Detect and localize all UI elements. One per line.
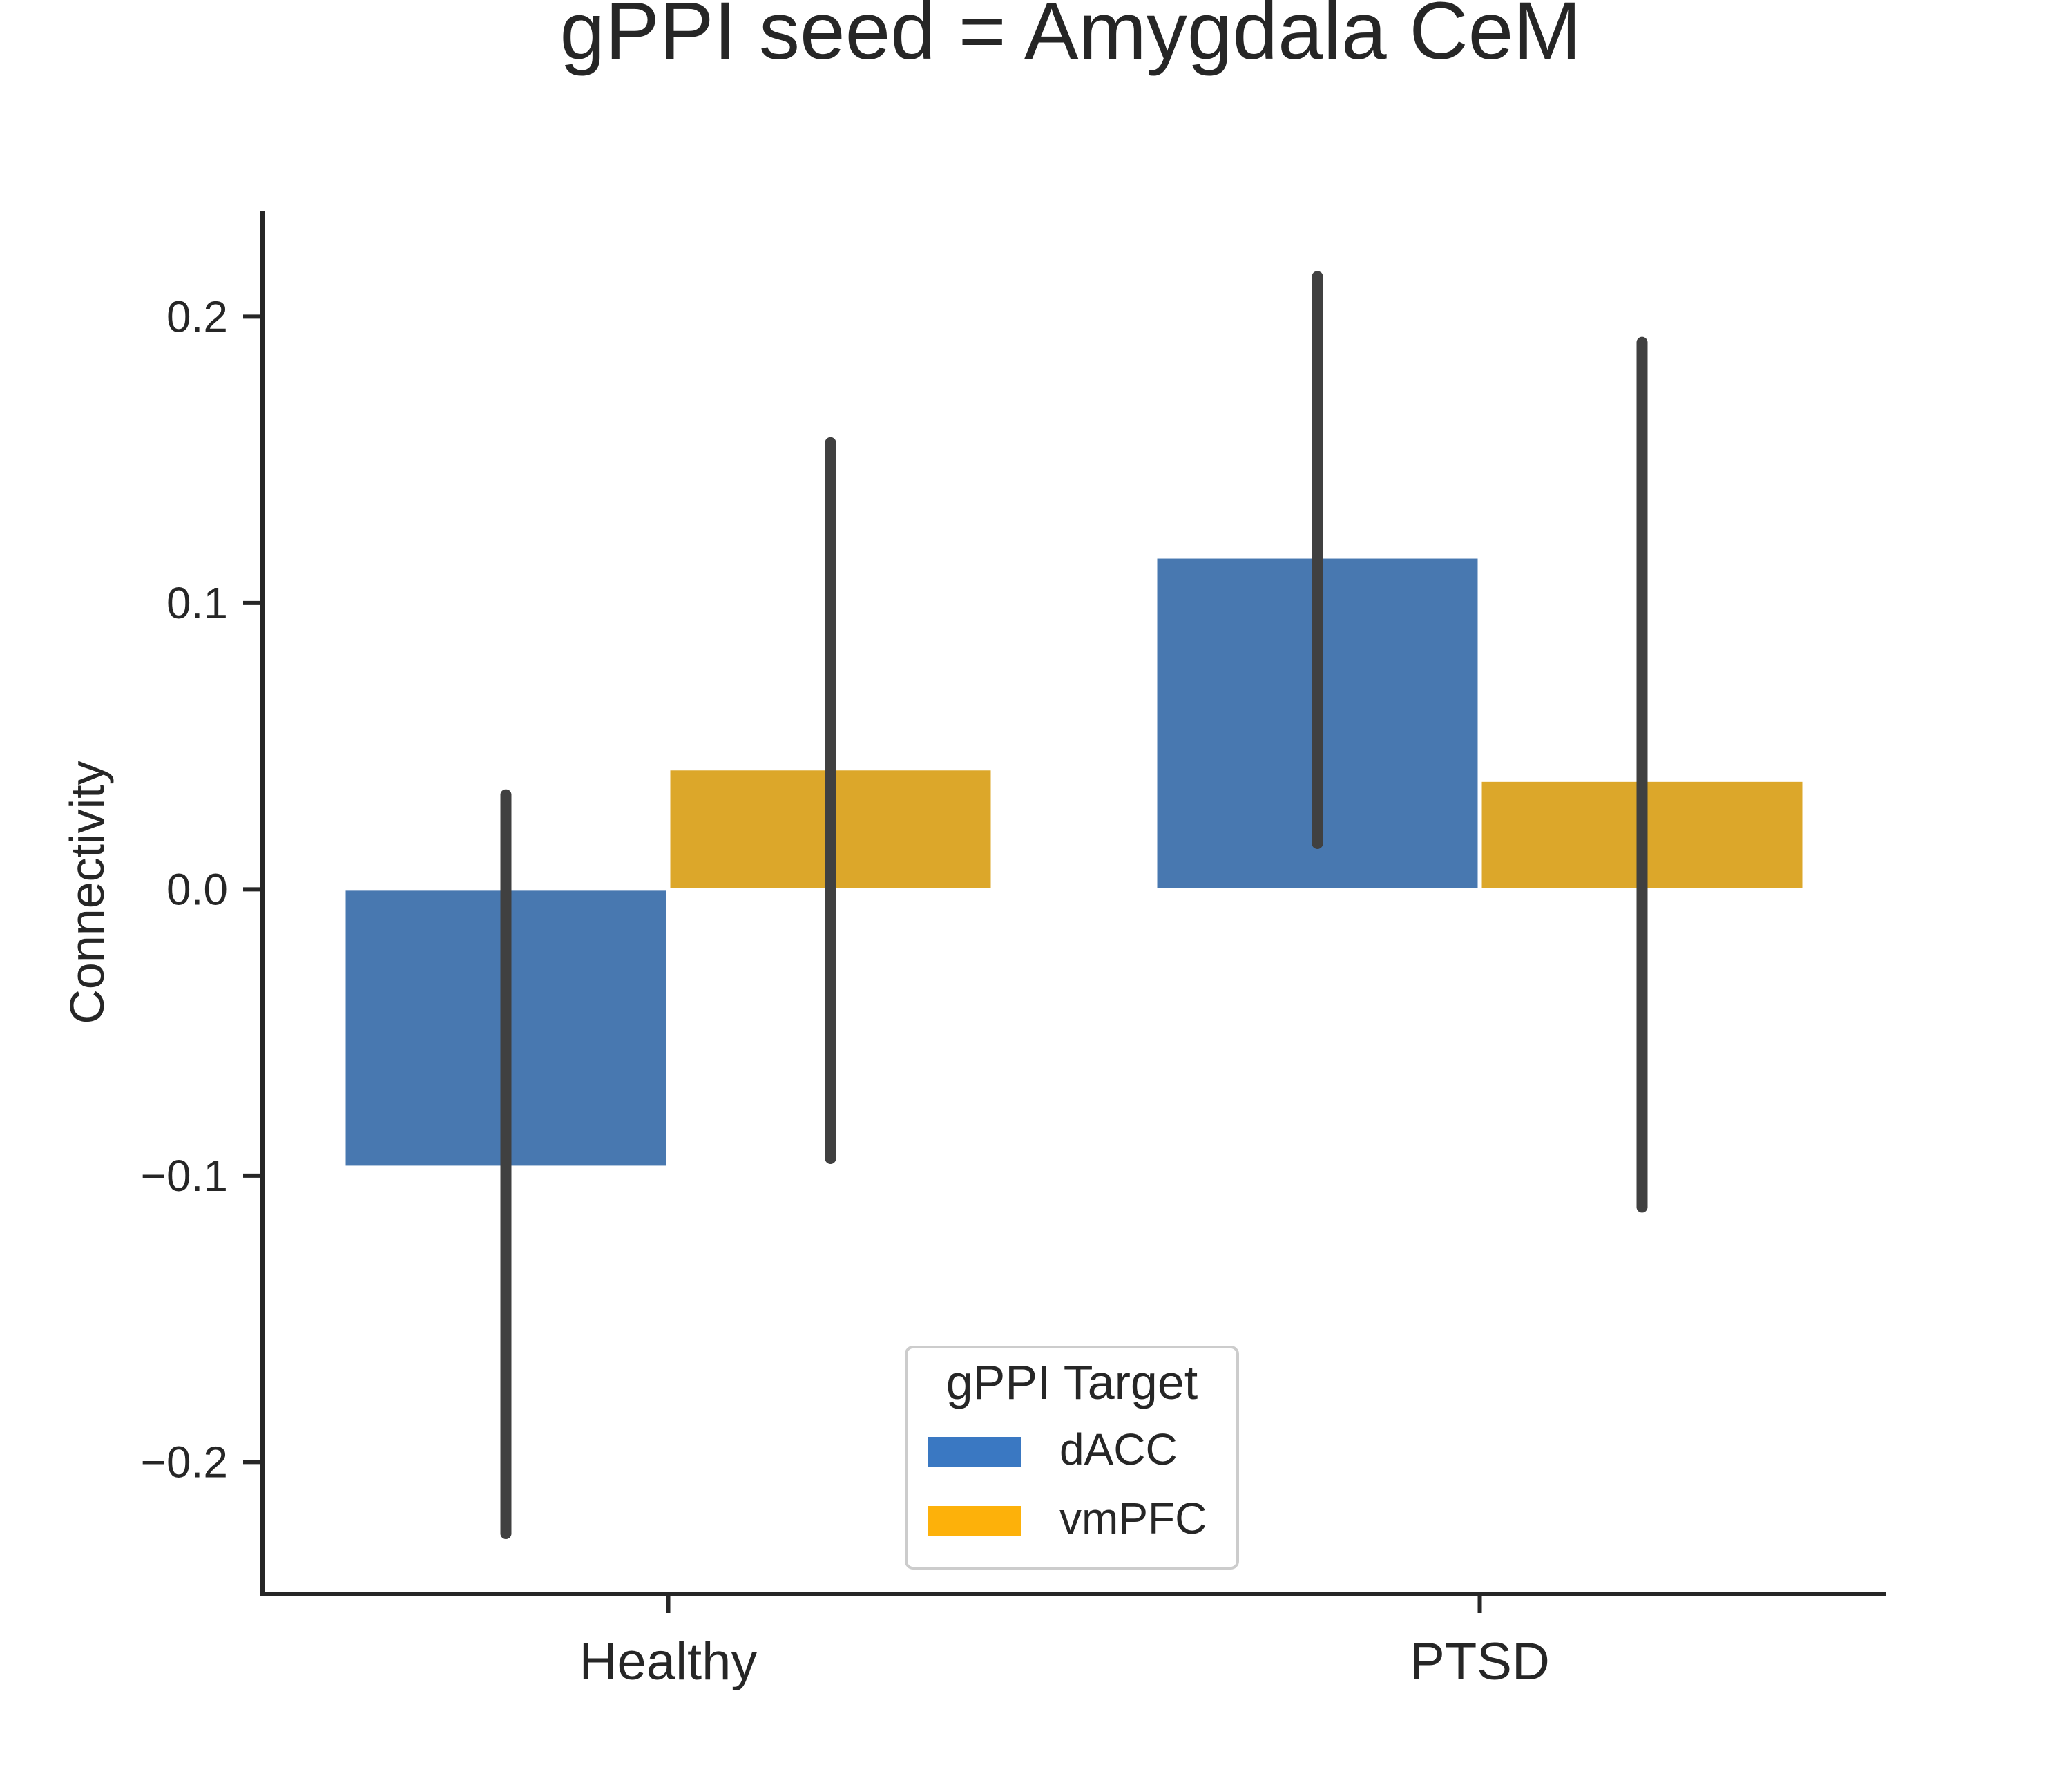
legend-title: gPPI Target (946, 1355, 1198, 1409)
y-axis-label: Connectivity (60, 761, 114, 1024)
y-tick-label: 0.2 (166, 292, 228, 341)
x-tick-label: PTSD (1410, 1632, 1550, 1691)
y-tick-label: 0.0 (166, 864, 228, 914)
y-tick-label: 0.1 (166, 578, 228, 628)
chart-title: gPPI seed = Amygdala CeM (559, 0, 1581, 77)
y-tick-label: −0.1 (141, 1151, 228, 1201)
error-bars-layer (500, 271, 1648, 1539)
legend-label-vmpfc: vmPFC (1059, 1494, 1207, 1543)
y-tick-label: −0.2 (141, 1437, 228, 1487)
axes-layer: −0.2 −0.1 0.0 0.1 0.2 Healthy PTSD (141, 211, 1886, 1691)
legend-swatch-dacc (928, 1437, 1021, 1467)
x-tick-label: Healthy (579, 1632, 758, 1691)
legend-label-dacc: dACC (1059, 1424, 1178, 1474)
legend-swatch-vmpfc (928, 1506, 1021, 1536)
legend: gPPI Target dACC vmPFC (905, 1346, 1239, 1570)
